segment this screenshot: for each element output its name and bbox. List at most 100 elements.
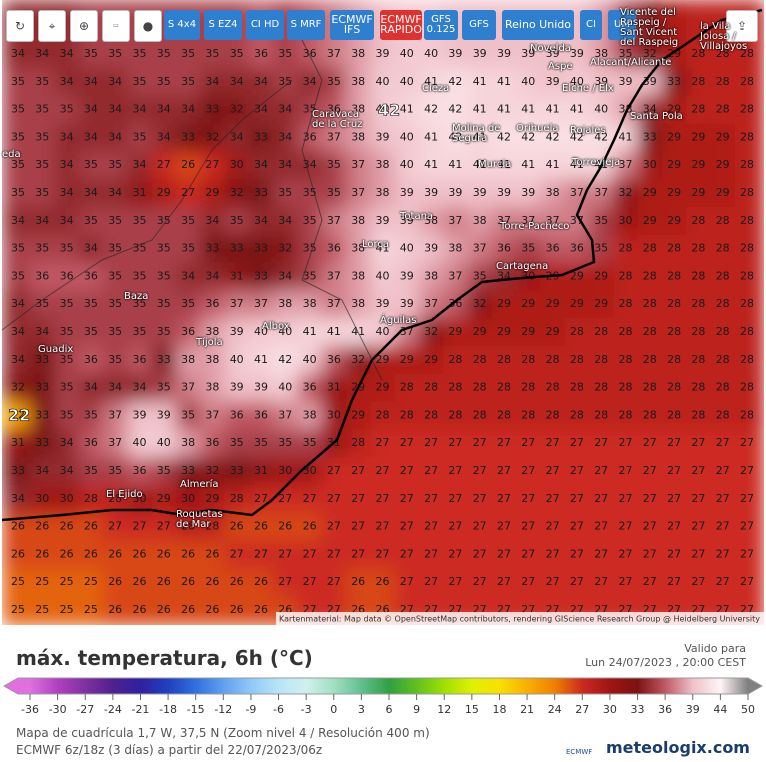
field-cell bbox=[127, 123, 153, 153]
grid-value: 28 bbox=[691, 353, 705, 366]
field-cell bbox=[491, 206, 518, 236]
legend-tick-label: -3 bbox=[301, 703, 312, 716]
grid-value: 26 bbox=[11, 547, 25, 560]
field-cell bbox=[613, 345, 639, 375]
grid-value: 37 bbox=[594, 186, 608, 199]
field-cell bbox=[30, 234, 56, 264]
field-cell bbox=[248, 151, 275, 181]
field-cell bbox=[491, 373, 518, 403]
field-cell bbox=[321, 484, 348, 514]
field-cell bbox=[175, 568, 202, 598]
grid-value: 27 bbox=[424, 520, 438, 533]
grid-value: 27 bbox=[643, 464, 657, 477]
model-button[interactable]: S MRF bbox=[287, 10, 325, 40]
grid-value: 26 bbox=[376, 575, 390, 588]
grid-value: 27 bbox=[376, 547, 390, 560]
field-cell bbox=[151, 596, 177, 625]
grid-value: 25 bbox=[11, 603, 25, 616]
model-button[interactable]: S EZ4 bbox=[204, 10, 242, 40]
grid-value: 28 bbox=[570, 325, 584, 338]
grid-value: 40 bbox=[254, 325, 268, 338]
field-cell bbox=[613, 67, 639, 97]
grid-value: 35 bbox=[157, 242, 171, 255]
field-cell bbox=[224, 318, 250, 347]
field-cell bbox=[54, 67, 80, 97]
model-button[interactable]: UM bbox=[608, 10, 636, 40]
grid-value: 35 bbox=[60, 325, 74, 338]
legend-tick-label: -27 bbox=[76, 703, 94, 716]
grid-value: 36 bbox=[497, 242, 511, 255]
model-button[interactable]: ECMWF RAPIDO bbox=[380, 10, 422, 40]
field-cell bbox=[686, 512, 712, 542]
field-cell bbox=[175, 540, 202, 570]
map: 34 34 34 35 35 35 35 35 35 35 36 35 36 37 38 39 40 40 39 39… bbox=[2, 0, 764, 625]
field-cell bbox=[467, 234, 493, 264]
grid-value: 27 bbox=[667, 520, 681, 533]
field-cell bbox=[734, 123, 764, 153]
field-cell bbox=[418, 373, 445, 403]
field-cell bbox=[30, 373, 56, 403]
grid-value: 37 bbox=[230, 297, 244, 310]
field-cell bbox=[248, 345, 275, 375]
grid-value: 26 bbox=[35, 547, 49, 560]
model-button[interactable]: GFS 0.125 bbox=[424, 10, 458, 40]
grid-value: 35 bbox=[278, 186, 292, 199]
grid-value: 27 bbox=[740, 492, 754, 505]
grid-value: 27 bbox=[473, 464, 487, 477]
grid-value: 27 bbox=[643, 575, 657, 588]
model-button[interactable]: CI bbox=[580, 10, 602, 40]
grid-value: 29 bbox=[594, 269, 608, 282]
grid-value: 36 bbox=[254, 408, 268, 421]
share-button[interactable]: ⇪ bbox=[726, 10, 758, 42]
field-cell bbox=[613, 540, 639, 570]
field-cell bbox=[175, 262, 202, 292]
dot-button[interactable]: ● bbox=[134, 10, 162, 42]
grid-value: 35 bbox=[303, 269, 317, 282]
city-button[interactable]: ▭ bbox=[102, 10, 130, 42]
field-cell bbox=[491, 151, 518, 181]
field-cell bbox=[127, 234, 153, 264]
field-cell bbox=[151, 457, 177, 486]
grid-value: 37 bbox=[521, 214, 535, 227]
field-cell bbox=[103, 568, 129, 598]
place-label: Lorca bbox=[362, 239, 390, 250]
grid-value: 25 bbox=[60, 575, 74, 588]
grid-value: 30 bbox=[35, 492, 49, 505]
grid-value: 40 bbox=[157, 436, 171, 449]
model-button[interactable]: GFS bbox=[462, 10, 496, 40]
grid-value: 35 bbox=[108, 297, 122, 310]
place-label: Orihuela bbox=[516, 123, 559, 134]
field-cell bbox=[54, 373, 80, 403]
field-cell bbox=[30, 67, 56, 97]
field-cell bbox=[686, 234, 712, 264]
model-button[interactable]: CI HD bbox=[246, 10, 284, 40]
field-cell bbox=[200, 540, 226, 570]
legend-tick-label: 15 bbox=[465, 703, 479, 716]
grid-value: 34 bbox=[643, 103, 657, 116]
location-button[interactable]: ⌖ bbox=[38, 10, 66, 42]
model-button[interactable]: S 4x4 bbox=[164, 10, 200, 40]
grid-value: 36 bbox=[327, 353, 341, 366]
field-cell bbox=[224, 345, 250, 375]
refresh-button[interactable]: ↻ bbox=[6, 10, 34, 42]
field-cell bbox=[394, 401, 420, 431]
field-cell bbox=[346, 262, 372, 292]
field-cell bbox=[540, 95, 566, 125]
field-cell bbox=[127, 373, 153, 403]
field-cell bbox=[54, 95, 80, 125]
model-button[interactable]: ECMWF IFS bbox=[330, 10, 374, 40]
field-cell bbox=[78, 345, 105, 375]
grid-value: 35 bbox=[84, 297, 98, 310]
grid-value: 27 bbox=[740, 436, 754, 449]
zoom-button[interactable]: ⊕ bbox=[70, 10, 98, 42]
field-cell bbox=[2, 568, 32, 598]
field-cell bbox=[297, 262, 323, 292]
grid-value: 27 bbox=[497, 464, 511, 477]
grid-value: 36 bbox=[133, 353, 147, 366]
grid-value: 35 bbox=[181, 242, 195, 255]
grid-value: 34 bbox=[35, 47, 49, 60]
grid-value: 26 bbox=[11, 520, 25, 533]
grid-value: 42 bbox=[448, 130, 462, 143]
field-cell bbox=[103, 512, 129, 542]
model-button[interactable]: Reino Unido bbox=[502, 10, 574, 40]
